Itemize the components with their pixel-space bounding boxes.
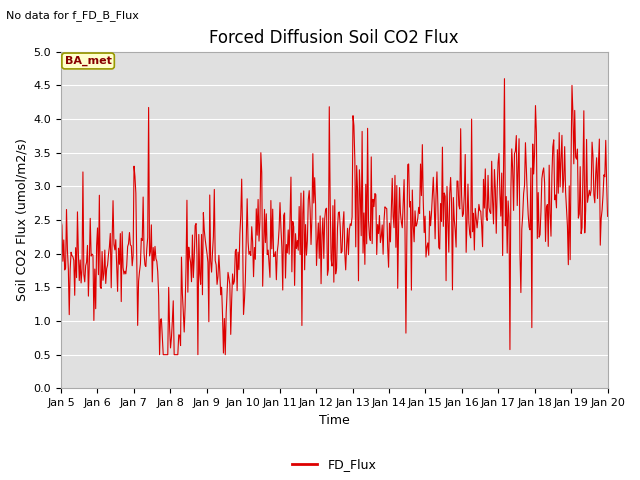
Text: BA_met: BA_met [65, 56, 111, 66]
Legend: FD_Flux: FD_Flux [287, 453, 381, 476]
X-axis label: Time: Time [319, 414, 349, 427]
Y-axis label: Soil CO2 Flux (umol/m2/s): Soil CO2 Flux (umol/m2/s) [15, 139, 28, 301]
Title: Forced Diffusion Soil CO2 Flux: Forced Diffusion Soil CO2 Flux [209, 29, 459, 48]
Text: No data for f_FD_B_Flux: No data for f_FD_B_Flux [6, 10, 140, 21]
